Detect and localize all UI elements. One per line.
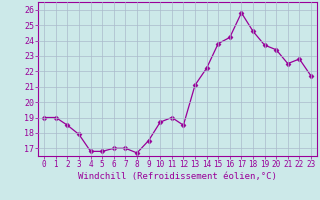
X-axis label: Windchill (Refroidissement éolien,°C): Windchill (Refroidissement éolien,°C) <box>78 172 277 181</box>
